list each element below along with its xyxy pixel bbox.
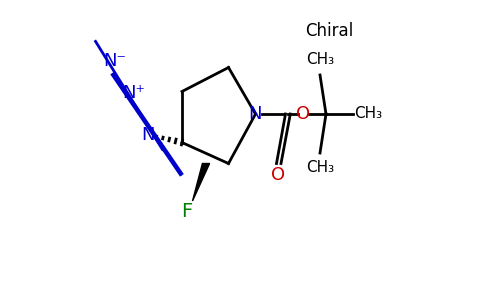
Text: F: F bbox=[181, 202, 192, 221]
Text: N: N bbox=[141, 126, 155, 144]
Text: CH₃: CH₃ bbox=[306, 52, 334, 68]
Text: N: N bbox=[249, 105, 262, 123]
Text: N⁺: N⁺ bbox=[122, 84, 145, 102]
Text: CH₃: CH₃ bbox=[306, 160, 334, 175]
Text: Chiral: Chiral bbox=[305, 22, 353, 40]
Text: N⁻: N⁻ bbox=[103, 52, 126, 70]
Text: CH₃: CH₃ bbox=[354, 106, 383, 122]
Text: O: O bbox=[296, 105, 311, 123]
Text: O: O bbox=[271, 167, 285, 184]
Polygon shape bbox=[193, 164, 210, 201]
